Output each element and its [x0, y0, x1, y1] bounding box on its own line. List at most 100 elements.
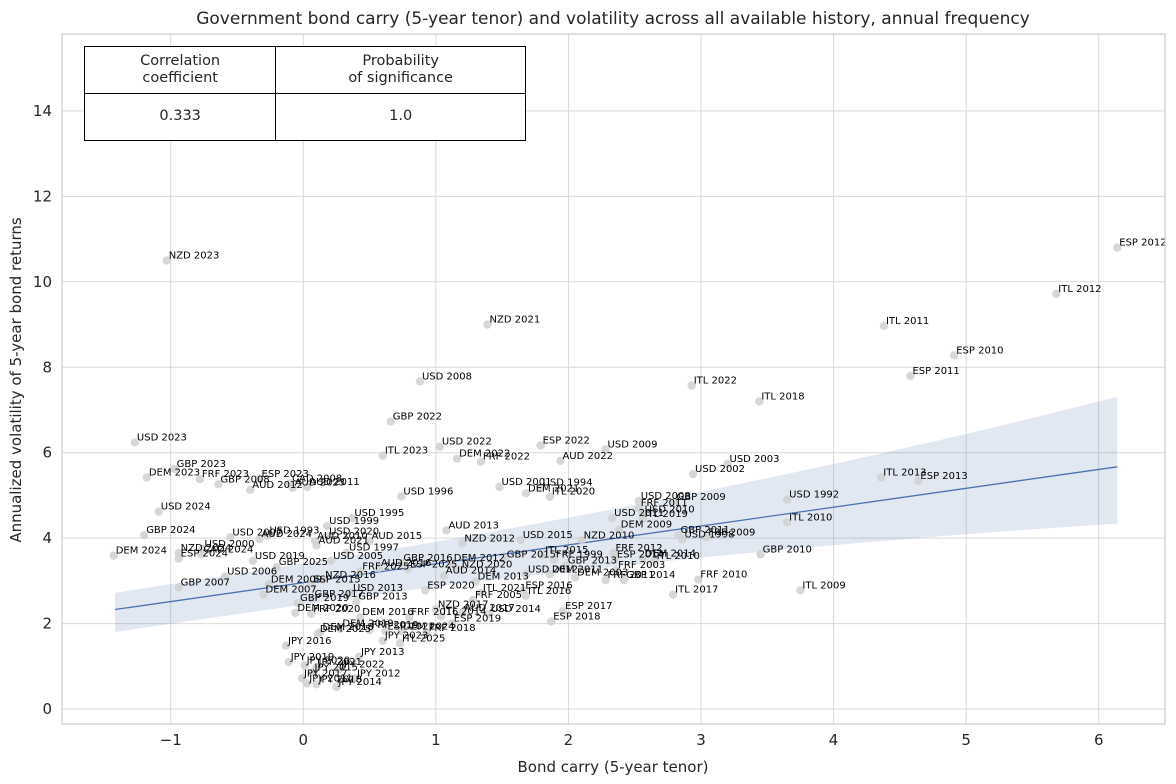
y-tick-label: 8 — [42, 358, 52, 376]
point-label: DEM 2014 — [645, 549, 696, 560]
data-point — [318, 575, 328, 585]
data-point — [950, 351, 959, 360]
point-label: FRF 2018 — [429, 623, 476, 634]
data-point — [521, 489, 531, 498]
y-tick-labels: 0 2 4 6 8 10 12 14 — [33, 102, 52, 718]
point-label: USD 2012 — [528, 564, 578, 575]
x-tick-label: 4 — [829, 731, 839, 749]
x-tick-label: 1 — [431, 731, 441, 749]
data-point — [334, 665, 344, 674]
data-point — [601, 575, 610, 585]
point-label: USD 1992 — [789, 490, 839, 501]
data-point — [558, 606, 568, 615]
x-tick-label: 3 — [696, 731, 706, 749]
data-point — [495, 482, 504, 492]
data-point — [678, 535, 687, 544]
data-point — [246, 485, 255, 495]
data-point — [307, 580, 316, 589]
data-point — [322, 521, 332, 531]
data-point — [397, 627, 406, 636]
data-point — [561, 561, 570, 570]
data-point — [447, 558, 456, 568]
data-point — [521, 570, 531, 579]
point-label: ITL 2025 — [402, 633, 445, 644]
data-point — [326, 556, 336, 565]
data-point — [174, 583, 183, 592]
point-label: NZD 2020 — [462, 559, 513, 570]
data-point — [170, 464, 179, 474]
point-label: FRF 1999 — [556, 550, 603, 561]
data-point — [670, 497, 679, 507]
point-label: AUD 2012 — [252, 480, 303, 491]
point-label: USD 2019 — [255, 551, 305, 562]
point-label: USD 2008 — [641, 491, 691, 502]
y-tick-label: 12 — [33, 187, 52, 205]
data-point — [436, 612, 446, 621]
data-point — [601, 445, 610, 454]
point-label: DEM 2011 — [552, 564, 603, 575]
point-label: DEM 2019 — [342, 619, 393, 630]
data-point — [365, 536, 374, 546]
point-label: NZD 2024 — [181, 543, 232, 554]
point-label: USD 2006 — [227, 567, 277, 578]
point-label: GBP 2007 — [181, 577, 230, 588]
data-point — [272, 563, 281, 572]
data-point — [386, 417, 395, 426]
scatter-points — [109, 243, 1122, 692]
y-tick-label: 0 — [42, 700, 52, 718]
point-label: GBP 2013 — [358, 591, 407, 602]
point-label: GBP 2024 — [146, 525, 195, 536]
regression-line-group — [114, 466, 1118, 611]
data-point — [342, 548, 352, 557]
point-label: USD 1993 — [269, 526, 319, 537]
point-label: ESP 2011 — [912, 366, 959, 377]
point-label: FRF 2010 — [700, 570, 747, 581]
point-label: ESP 2024 — [181, 549, 228, 560]
data-point — [476, 588, 486, 598]
point-labels: ESP 2012 ITL 2012 ITL 2011 ESP 2010 ESP 2011… — [116, 238, 1167, 688]
point-label: DEM 2012 — [454, 553, 505, 564]
data-point — [303, 482, 312, 492]
y-axis-label: Annualized volatility of 5-year bond ret… — [7, 217, 25, 543]
data-point — [500, 555, 509, 564]
data-point — [139, 530, 149, 540]
point-label: USD 2022 — [442, 437, 492, 448]
data-point — [879, 321, 889, 331]
y-tick-label: 2 — [42, 615, 52, 633]
data-point — [397, 558, 406, 568]
data-point — [397, 492, 406, 501]
point-label: JPY 2016 — [287, 636, 332, 647]
data-point — [468, 595, 478, 605]
point-label: JPY 2018 — [318, 674, 363, 685]
point-label: GBP 2025 — [279, 557, 328, 568]
data-point — [539, 551, 548, 560]
data-point — [455, 565, 464, 574]
point-label: ESP 2017 — [565, 601, 612, 612]
point-label: NZD 2023 — [169, 250, 220, 261]
data-point — [381, 627, 390, 636]
point-label: GBP 2008 — [220, 474, 269, 485]
data-point — [458, 539, 467, 548]
point-label: ESP 2019 — [454, 614, 501, 625]
chart-title: Government bond carry (5-year tenor) and… — [196, 9, 1030, 29]
data-point — [322, 532, 332, 541]
point-label: AUD 2022 — [562, 451, 613, 462]
data-point — [556, 456, 565, 466]
point-label: USD 1997 — [349, 543, 399, 554]
data-point — [312, 541, 321, 550]
data-point — [536, 441, 545, 450]
data-point — [619, 575, 629, 585]
x-tick-label: 0 — [299, 731, 309, 749]
data-point — [914, 476, 923, 486]
point-label: DEM 2018 — [323, 622, 374, 633]
data-point — [614, 525, 624, 534]
point-label: ITL 2009 — [802, 580, 845, 591]
point-label: USD 2020 — [329, 526, 379, 537]
point-label: AUD 2010 — [317, 531, 368, 542]
data-point — [142, 473, 152, 482]
point-label: ESP 2015 — [313, 574, 360, 585]
point-label: DEM 2024 — [116, 546, 167, 557]
point-label: CAD 2008 — [292, 473, 342, 484]
point-label: USD 2007 — [232, 527, 282, 538]
point-label: DEM 2022 — [459, 449, 510, 460]
